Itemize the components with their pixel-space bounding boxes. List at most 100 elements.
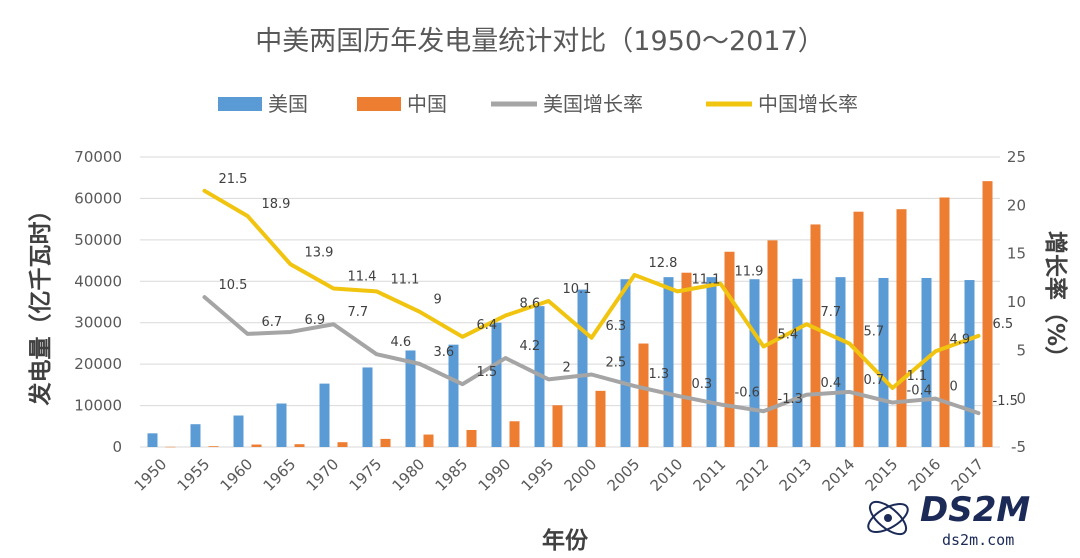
bar-cn: [724, 251, 735, 447]
bar-cn: [509, 421, 520, 447]
data-label-us-growth: -0.4: [907, 384, 932, 399]
data-label-cn-growth: 6.3: [606, 319, 627, 334]
data-label-us-growth: 6.7: [262, 315, 283, 330]
x-tick-label: 1995: [518, 455, 558, 495]
legend-label-cn-growth: 中国增长率: [758, 92, 858, 116]
y-tick-label: 50000: [74, 231, 122, 249]
data-label-cn-growth: 6.5: [993, 317, 1014, 332]
bar-us: [620, 279, 631, 447]
y2-tick-label: 15: [1007, 245, 1026, 263]
bar-cn: [380, 438, 391, 447]
bar-us: [491, 322, 502, 447]
x-tick-label: 1975: [346, 455, 386, 495]
data-label-cn-growth: 11.1: [692, 272, 721, 287]
bar-cn: [552, 405, 563, 447]
y2-tick-label: 10: [1007, 293, 1026, 311]
bar-us: [792, 278, 803, 447]
data-labels: 10.5 6.7 6.9 7.7 4.6 3.6 1.5 4.2 2 2.5 1.3 0.3 -0.6 -…: [219, 172, 1018, 409]
x-tick-label: 1970: [303, 455, 343, 495]
data-label-cn-growth: 8.6: [520, 297, 541, 312]
y-tick-label: 70000: [74, 148, 122, 166]
y2-tick-label: 25: [1007, 148, 1026, 166]
data-label-cn-growth: 5.7: [864, 325, 885, 340]
line-cn-growth: [202, 188, 981, 391]
y-tick-label: 20000: [74, 355, 122, 373]
data-label-cn-growth: 9: [434, 293, 442, 308]
bar-cn: [208, 446, 219, 447]
bar-cn: [982, 181, 993, 447]
data-label-us-growth: -0.6: [735, 385, 760, 400]
atom-core-icon: [884, 514, 892, 522]
y2-tick-label: 20: [1007, 196, 1026, 214]
data-label-us-growth: 2: [563, 360, 571, 375]
y2-tick-label: -5: [1011, 438, 1026, 456]
bar-cn: [939, 197, 950, 447]
legend: 美国 中国 美国增长率 中国增长率: [218, 92, 858, 116]
data-label-cn-growth: 4.9: [950, 332, 971, 347]
y-tick-label: 0: [112, 438, 122, 456]
legend-swatch-cn: [357, 97, 401, 111]
data-label-cn-growth: 6.4: [477, 318, 498, 333]
watermark-url: ds2m.com: [942, 531, 1014, 549]
legend-label-us-growth: 美国增长率: [543, 92, 643, 116]
y-axis-ticks: 0 10000 20000 30000 40000 50000 60000 70000: [74, 148, 122, 456]
bar-us: [706, 277, 717, 447]
bar-cn: [165, 446, 176, 448]
bars: [147, 181, 993, 448]
data-label-cn-growth: 5.4: [778, 327, 799, 342]
y2-tick-label: 5: [1016, 341, 1026, 359]
data-label-us-growth: -1.3: [778, 392, 803, 407]
bar-cn: [853, 211, 864, 447]
data-label-cn-growth: 1.1: [907, 369, 928, 384]
x-tick-label: 2015: [862, 455, 902, 495]
bar-us: [878, 277, 889, 447]
y2-axis-ticks: -5 0 5 10 15 20 25: [1007, 148, 1026, 456]
data-label-cn-growth: 11.9: [735, 265, 764, 280]
x-tick-label: 2010: [647, 455, 687, 495]
data-label-us-growth: -1.5: [993, 394, 1018, 409]
x-tick-label: 1985: [432, 455, 472, 495]
data-label-cn-growth: 7.7: [821, 305, 842, 320]
y2-tick-label: 0: [1016, 390, 1026, 408]
bar-cn: [896, 209, 907, 447]
data-label-us-growth: 0.4: [821, 376, 842, 391]
bar-cn: [251, 444, 262, 447]
x-tick-label: 1980: [389, 455, 429, 495]
legend-swatch-us: [218, 97, 262, 111]
data-label-us-growth: 0: [950, 380, 958, 395]
bar-cn: [294, 444, 305, 447]
bar-us: [233, 415, 244, 447]
data-label-us-growth: 3.6: [434, 345, 455, 360]
data-label-cn-growth: 11.1: [391, 272, 420, 287]
x-tick-label: 2014: [819, 455, 859, 495]
x-tick-label: 1955: [174, 455, 214, 495]
bar-cn: [638, 343, 649, 447]
bar-us: [577, 289, 588, 447]
data-label-us-growth: 10.5: [219, 278, 248, 293]
bar-cn: [337, 442, 348, 447]
y-axis-title: 发电量（亿千瓦时）: [27, 199, 54, 407]
x-tick-label: 2011: [690, 455, 730, 495]
data-label-cn-growth: 11.4: [348, 269, 377, 284]
data-label-us-growth: 4.2: [520, 339, 541, 354]
x-tick-label: 1965: [260, 455, 300, 495]
bar-us: [405, 350, 416, 447]
bar-us: [190, 424, 201, 447]
bar-us: [448, 344, 459, 447]
x-tick-label: 1990: [475, 455, 515, 495]
bar-cn: [466, 429, 477, 447]
data-label-us-growth: 7.7: [348, 305, 369, 320]
y-tick-label: 60000: [74, 189, 122, 207]
data-label-us-growth: 6.9: [305, 313, 326, 328]
x-tick-label: 2000: [561, 455, 601, 495]
data-label-us-growth: 1.3: [649, 367, 670, 382]
bar-cn: [810, 224, 821, 447]
data-label-us-growth: 2.5: [606, 356, 627, 371]
data-label-us-growth: 0.3: [692, 377, 713, 392]
data-label-cn-growth: 18.9: [262, 197, 291, 212]
data-label-cn-growth: 12.8: [649, 256, 678, 271]
bar-us: [147, 433, 158, 447]
data-label-us-growth: 1.5: [477, 365, 498, 380]
y-tick-label: 30000: [74, 314, 122, 332]
